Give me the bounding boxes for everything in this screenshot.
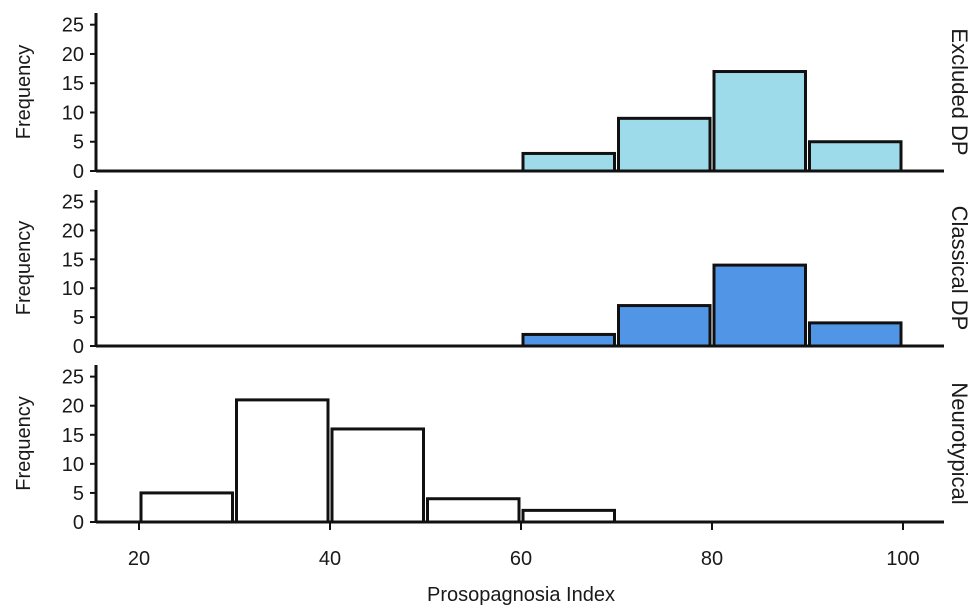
y-tick-label: 15 bbox=[62, 73, 84, 95]
x-tick-label: 40 bbox=[319, 548, 341, 570]
y-tick-label: 5 bbox=[73, 132, 84, 154]
x-tick-label: 60 bbox=[510, 548, 532, 570]
x-tick-label: 80 bbox=[701, 548, 723, 570]
y-axis-title-panel-2: Frequency bbox=[13, 221, 35, 316]
facet-label-panel-1: Excluded DP bbox=[947, 28, 972, 155]
histogram-bar-1-2 bbox=[617, 116, 712, 173]
histogram-bar-2-2 bbox=[617, 304, 712, 348]
y-tick-label: 5 bbox=[73, 483, 84, 505]
histogram-bar-1-4 bbox=[808, 140, 903, 173]
y-tick-label: 0 bbox=[73, 161, 84, 183]
y-axis-title-panel-1: Frequency bbox=[13, 45, 35, 140]
y-tick-label: 10 bbox=[62, 102, 84, 124]
y-tick-label: 25 bbox=[62, 15, 84, 37]
facet-label-panel-2: Classical DP bbox=[947, 206, 972, 331]
histogram-bar-3-2 bbox=[235, 398, 330, 524]
x-axis-title: Prosopagnosia Index bbox=[427, 584, 615, 606]
histogram-bar-3-1 bbox=[139, 491, 234, 524]
histogram-bar-3-3 bbox=[330, 427, 425, 524]
y-axis-title-panel-3: Frequency bbox=[13, 396, 35, 491]
y-tick-label: 20 bbox=[62, 44, 84, 66]
histogram-bar-3-4 bbox=[426, 497, 521, 524]
y-tick-label: 10 bbox=[62, 278, 84, 300]
facet-label-panel-3: Neurotypical bbox=[947, 382, 972, 504]
x-tick-label: 100 bbox=[886, 548, 919, 570]
histogram-bar-1-1 bbox=[521, 151, 616, 173]
histogram-bar-3-5 bbox=[521, 508, 616, 524]
y-tick-label: 15 bbox=[62, 249, 84, 271]
histogram-bar-2-1 bbox=[521, 332, 616, 348]
histogram-bar-2-3 bbox=[712, 263, 807, 348]
y-tick-label: 20 bbox=[62, 220, 84, 242]
y-tick-label: 0 bbox=[73, 336, 84, 358]
y-tick-label: 20 bbox=[62, 396, 84, 418]
y-tick-label: 10 bbox=[62, 454, 84, 476]
histogram-bar-1-3 bbox=[712, 70, 807, 173]
y-tick-label: 15 bbox=[62, 425, 84, 447]
histogram-bar-2-4 bbox=[808, 321, 903, 348]
y-tick-label: 0 bbox=[73, 512, 84, 534]
x-tick-label: 20 bbox=[128, 548, 150, 570]
y-tick-label: 5 bbox=[73, 307, 84, 329]
y-tick-label: 25 bbox=[62, 367, 84, 389]
y-tick-label: 25 bbox=[62, 192, 84, 214]
